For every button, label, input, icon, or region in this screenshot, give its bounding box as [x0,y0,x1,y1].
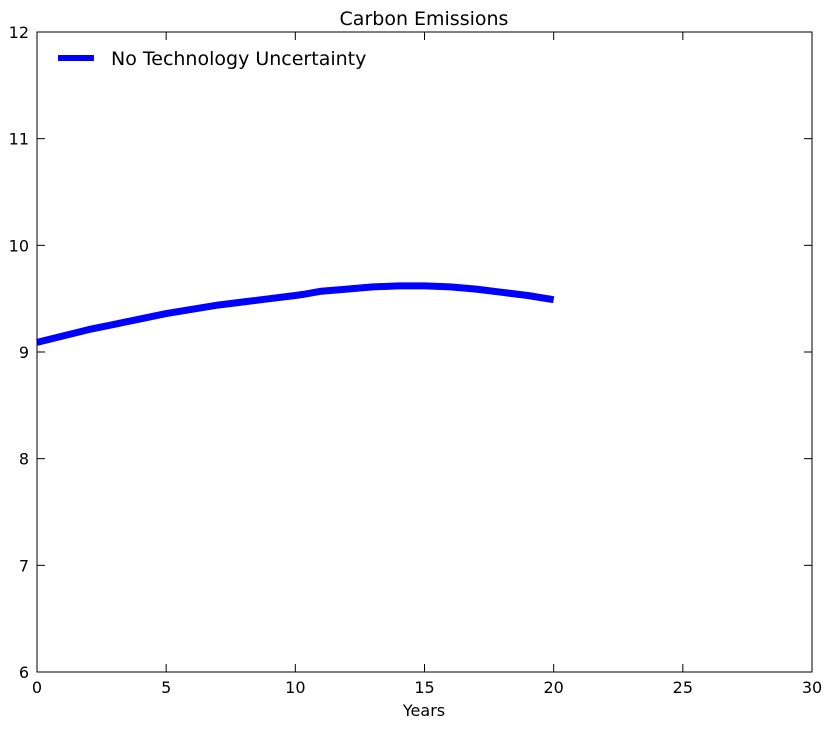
x-tick-label: 0 [32,678,42,697]
y-tick-label: 6 [19,663,29,682]
y-tick-label: 7 [19,556,29,575]
y-tick-label: 8 [19,450,29,469]
x-tick-label: 5 [161,678,171,697]
x-axis-label: Years [402,701,445,720]
y-tick-label: 10 [9,236,29,255]
legend-label: No Technology Uncertainty [111,48,366,70]
plot-frame [36,31,813,673]
series-line [36,282,555,346]
x-tick-label: 15 [414,678,434,697]
chart-title: Carbon Emissions [340,8,509,30]
series-layer [36,282,555,346]
legend: No Technology Uncertainty [58,48,366,70]
tick-labels: 0 5 10 15 20 25 30 6 7 8 9 10 11 12 [9,23,823,697]
x-tick-label: 30 [802,678,822,697]
x-tick-label: 10 [285,678,305,697]
x-tick-label: 25 [673,678,693,697]
y-tick-label: 11 [9,130,29,149]
y-tick-label: 12 [9,23,29,42]
x-tick-label: 20 [543,678,563,697]
plot-area [37,32,812,672]
y-tick-label: 9 [19,343,29,362]
